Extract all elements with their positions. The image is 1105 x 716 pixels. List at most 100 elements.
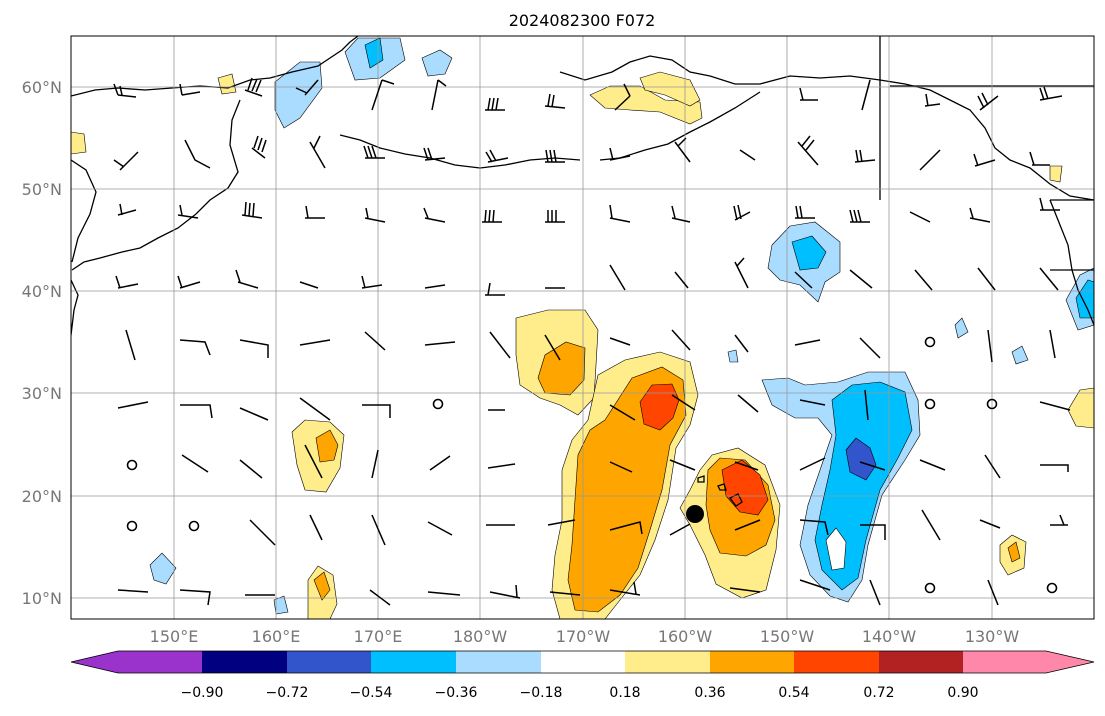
coastlines <box>71 36 1094 507</box>
wind-barb <box>734 334 749 353</box>
wind-barb <box>869 579 881 606</box>
wind-barb <box>239 407 269 421</box>
contour-positive-d <box>291 419 345 493</box>
wind-barb <box>1050 514 1068 526</box>
wind-barb <box>909 211 931 223</box>
coastline-kamchatka <box>71 99 241 271</box>
wind-barb <box>299 281 319 289</box>
contour-negative-g <box>149 552 177 585</box>
wind-barb <box>485 97 505 111</box>
wind-barb <box>309 514 323 541</box>
wind-barb <box>849 269 873 289</box>
colorbar-tick-label: 0.72 <box>863 685 894 701</box>
wind-barb <box>364 207 386 223</box>
colorbar-segment <box>541 651 625 673</box>
wind-barb <box>799 457 826 471</box>
wind-barb <box>797 135 819 166</box>
wind-barb <box>427 591 461 596</box>
lat-label: 20°N <box>22 487 62 506</box>
wind-barb <box>669 459 696 471</box>
colorbar-segment <box>710 651 794 673</box>
wind-barb <box>733 204 751 221</box>
wind-barb <box>117 203 137 216</box>
contour-positive-f-inner <box>1007 541 1021 563</box>
wind-barb <box>424 341 456 346</box>
wind-barb <box>859 337 881 359</box>
wind-barb <box>309 135 326 169</box>
colorbar-segments <box>71 651 1094 673</box>
wind-barb <box>799 519 829 536</box>
wind-barb <box>861 79 871 111</box>
wind-barb <box>295 79 319 96</box>
coastline-alaska-west <box>559 55 1094 201</box>
lon-label: 160°E <box>252 627 301 646</box>
wind-barb <box>487 463 516 469</box>
wind-barb <box>363 145 385 159</box>
contour-positive-h <box>589 85 703 125</box>
wind-barb <box>429 455 451 471</box>
calm-circle <box>924 582 936 594</box>
colorbar-tick-label: −0.54 <box>350 685 393 701</box>
lon-label: 160°W <box>658 627 713 646</box>
wind-barb <box>609 337 631 346</box>
wind-barb <box>671 329 691 351</box>
contour-negative-a-hole <box>825 527 847 571</box>
wind-barb <box>180 404 213 419</box>
wind-barb <box>545 149 565 163</box>
calm-circle <box>188 520 200 532</box>
lon-label: 170°W <box>556 627 611 646</box>
calm-circle <box>986 398 998 410</box>
lon-label: 170°E <box>354 627 403 646</box>
wind-barb <box>1039 86 1063 101</box>
wind-barb <box>1040 464 1069 472</box>
colorbar-extend-low <box>71 651 118 673</box>
map-frame <box>70 35 1095 620</box>
lon-label: 150°E <box>150 627 199 646</box>
wind-barb <box>609 461 633 473</box>
colorbar-segment <box>963 651 1046 673</box>
colorbar-tick-label: 0.54 <box>778 685 809 701</box>
contour-positive-g <box>1067 387 1094 429</box>
storm-center-dot <box>686 505 704 523</box>
wind-barb <box>371 449 379 479</box>
coastline-okhotsk <box>71 159 97 263</box>
colorbar-outline <box>70 650 1095 674</box>
wind-barb <box>984 454 1001 479</box>
wind-barb <box>482 209 502 223</box>
colorbar-segment <box>625 651 710 673</box>
wind-barb <box>427 521 453 536</box>
wind-barb <box>115 275 139 289</box>
wind-barb <box>729 587 761 593</box>
wind-barb <box>371 79 395 111</box>
lon-labels: 150°E 160°E 170°E 180°W 170°W 160°W 150°… <box>150 627 1020 646</box>
wind-barb <box>184 139 211 169</box>
wind-barb <box>979 519 1001 529</box>
lat-labels: 60°N 50°N 40°N 30°N 20°N 10°N <box>22 78 62 608</box>
calm-circle <box>1046 582 1058 594</box>
contour-fills <box>71 37 1094 619</box>
colorbar-segment <box>287 651 371 673</box>
wind-barb <box>1039 401 1071 411</box>
wind-barb <box>1029 151 1050 166</box>
wind-barb <box>235 269 259 289</box>
wind-barb <box>113 83 137 98</box>
contour-negative-d <box>274 61 323 129</box>
colorbar-tick-label: −0.90 <box>181 685 224 701</box>
lat-label: 30°N <box>22 384 62 403</box>
calm-circle <box>126 459 138 471</box>
wind-barb <box>544 334 561 361</box>
wind-barb <box>794 339 821 346</box>
wind-barb <box>739 149 756 161</box>
wind-barb <box>860 524 886 540</box>
lat-label: 50°N <box>22 180 62 199</box>
contour-negative-h <box>273 595 289 615</box>
wind-barb <box>924 93 941 107</box>
calm-circle <box>432 398 444 410</box>
coastline-hawaii-big <box>729 493 743 507</box>
wind-barb <box>179 589 211 606</box>
wind-barb <box>299 339 331 346</box>
wind-barbs <box>113 77 1071 606</box>
wind-barb <box>244 77 263 97</box>
wind-barb <box>799 399 826 406</box>
wind-barb <box>117 589 149 593</box>
